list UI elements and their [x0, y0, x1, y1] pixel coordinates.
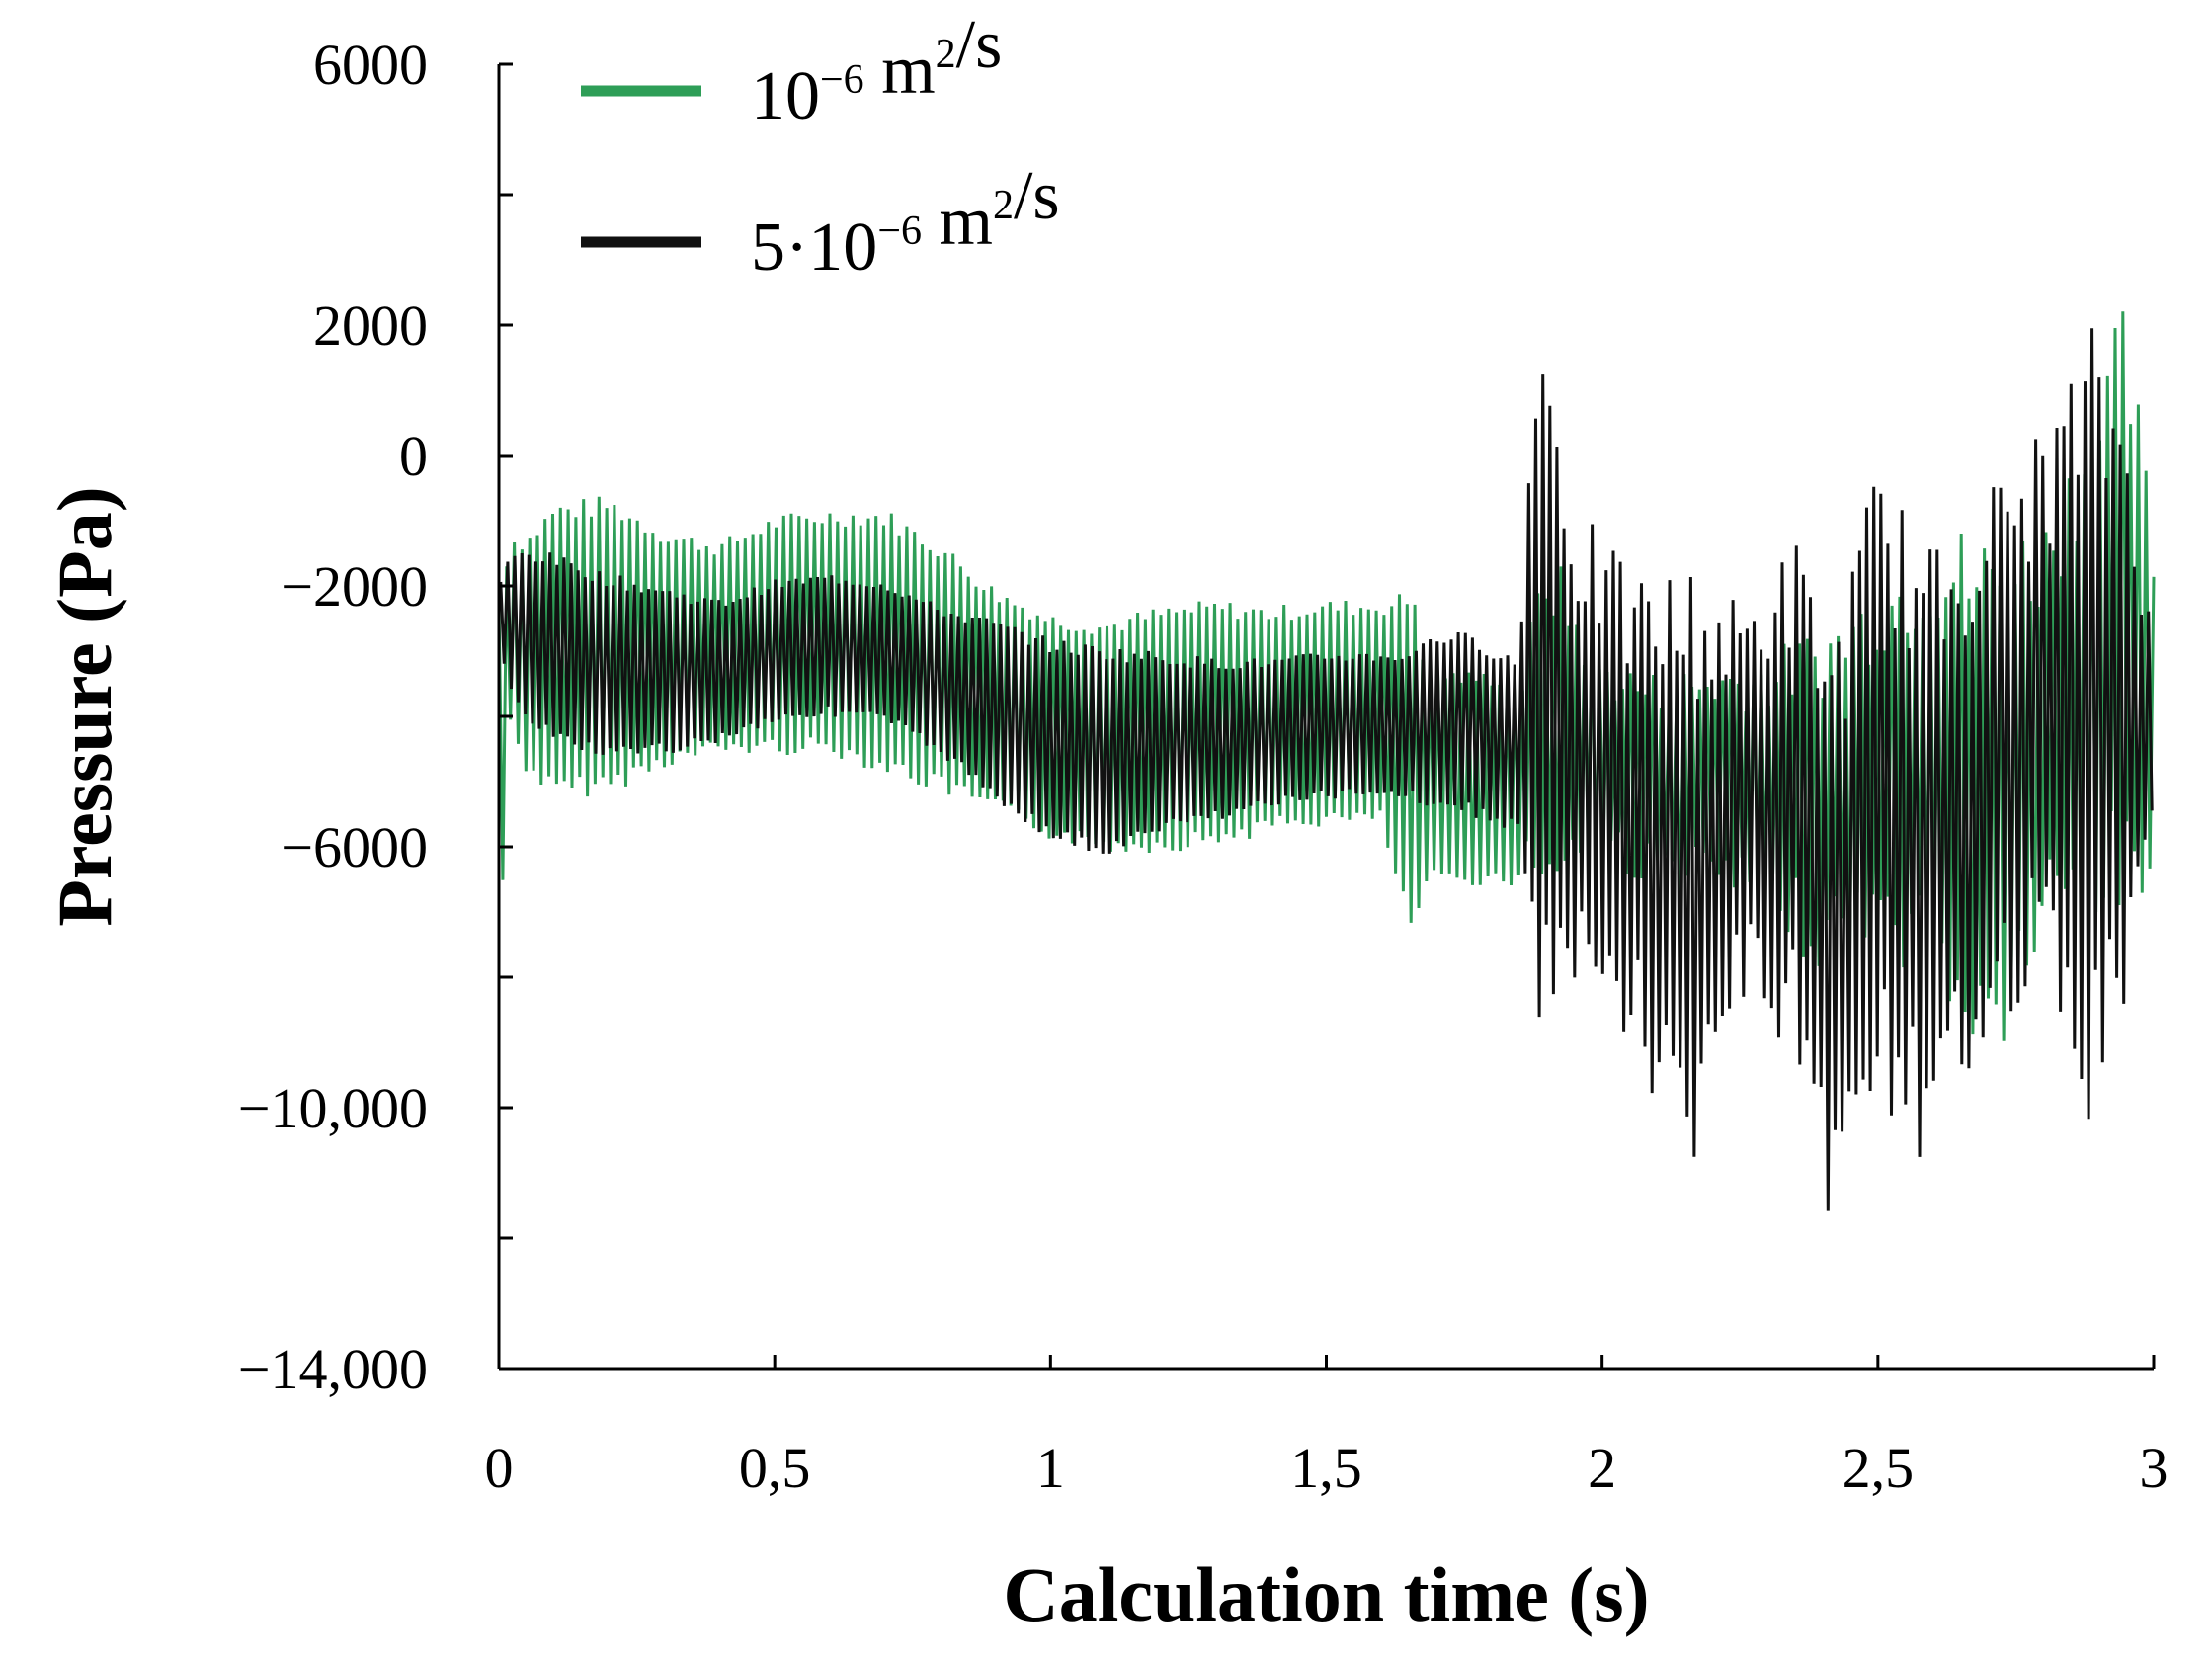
x-tick-label: 2 — [1588, 1436, 1616, 1500]
y-tick-label: −14,000 — [238, 1337, 428, 1401]
y-tick-label: 0 — [399, 424, 428, 488]
y-tick-label: −10,000 — [238, 1076, 428, 1140]
legend: 10−6 m2/s5·10−6 m2/s — [581, 7, 1060, 286]
x-tick-label: 2,5 — [1843, 1436, 1915, 1500]
ticks: 6000 2000 0 −2000 −6000 −10,000 −14,000 0 0,5 1 1,… — [238, 33, 2169, 1500]
x-tick-label: 1,5 — [1290, 1436, 1362, 1500]
x-axis-title: Calculation time (s) — [1003, 1551, 1649, 1637]
legend-label-part: /s — [956, 7, 1003, 83]
series-line-2 — [499, 328, 2154, 1211]
legend-label-part: 10 — [751, 58, 820, 134]
x-tick-label: 1 — [1036, 1436, 1065, 1500]
x-tick-label: 0,5 — [739, 1436, 811, 1500]
y-tick-label: −2000 — [281, 554, 428, 619]
y-axis-title: Pressure (Pa) — [41, 486, 127, 927]
legend-label-part: −6 — [877, 208, 922, 254]
x-tick-label: 0 — [485, 1436, 514, 1500]
x-tick-label: 3 — [2140, 1436, 2169, 1500]
legend-label-2: 5·10−6 m2/s — [751, 158, 1060, 286]
legend-label-1: 10−6 m2/s — [751, 7, 1002, 134]
legend-label-part: −6 — [820, 57, 864, 103]
legend-label-part: m — [864, 33, 936, 109]
legend-label-part: /s — [1014, 158, 1060, 234]
legend-label-part: 2 — [993, 183, 1014, 228]
y-tick-label: 2000 — [313, 293, 428, 358]
legend-label-part: m — [922, 184, 993, 260]
legend-label-part: 5·10 — [751, 209, 877, 286]
y-tick-label: −6000 — [281, 815, 428, 879]
series-layer — [497, 311, 2156, 1211]
y-tick-label: 6000 — [313, 33, 428, 97]
legend-label-part: 2 — [936, 32, 956, 77]
